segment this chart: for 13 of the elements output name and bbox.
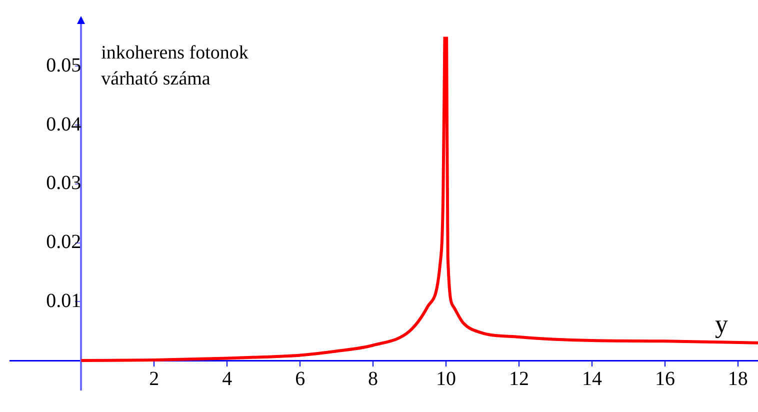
x-tick-label: 4	[222, 368, 232, 390]
x-axis-title: y	[715, 309, 728, 338]
y-axis-title: inkoherens fotonok várható száma	[101, 42, 249, 90]
x-tick-label: 14	[582, 368, 602, 390]
x-tick-label: 10	[436, 368, 456, 390]
y-tick-label: 0.01	[46, 290, 82, 312]
x-tick-label: 12	[509, 368, 530, 390]
x-tick-label: 8	[368, 368, 378, 390]
x-tick-label: 2	[149, 368, 160, 390]
y-tick-label: 0.02	[46, 231, 82, 254]
x-tick-label: 6	[295, 368, 306, 390]
x-tick-label: 18	[728, 368, 748, 390]
x-tick-label: 16	[654, 368, 675, 390]
